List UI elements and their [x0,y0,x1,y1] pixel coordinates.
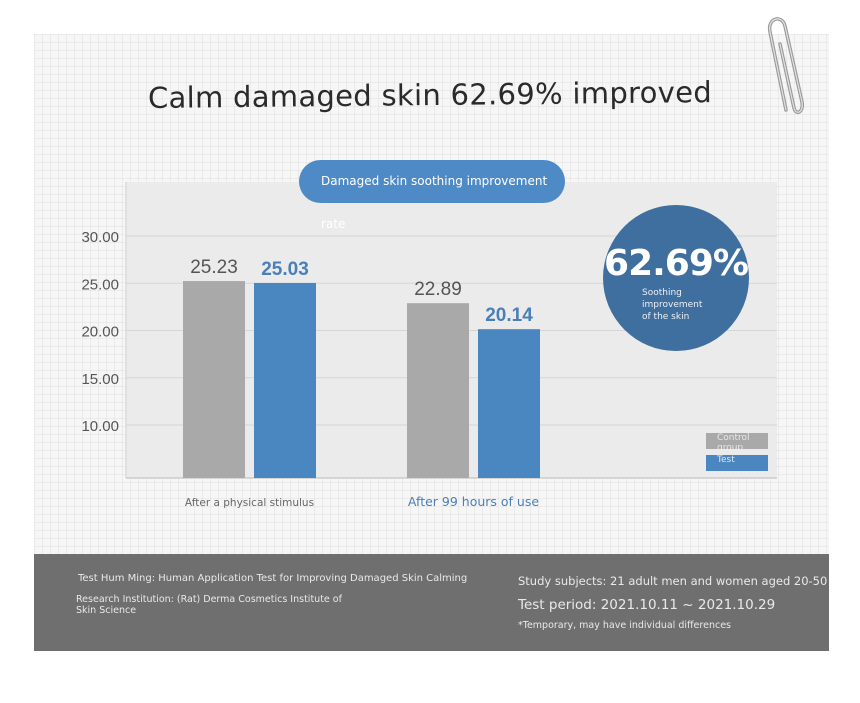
bar-value-label: 25.03 [261,259,309,280]
chart-title-pill: Damaged skin soothing improvement rate [299,160,565,231]
x-category-label: After 99 hours of use [408,494,539,509]
bar-value-label: 25.23 [190,257,238,278]
bar-test [254,282,316,478]
bar-value-label: 20.14 [485,305,533,326]
footer-institution: Research Institution: (Rat) Derma Cosmet… [76,594,342,616]
y-tick-label: 10.00 [81,418,119,435]
paperclip-icon [767,17,805,114]
legend-item-control: Control group [706,433,768,449]
footer-note: *Temporary, may have individual differen… [518,620,731,631]
highlight-circle: 62.69% Soothing improvement of the skin [603,205,749,351]
y-tick-label: 15.00 [81,371,119,388]
legend-item-test: Test [706,455,768,471]
bar-control [183,281,245,478]
footer-subjects: Study subjects: 21 adult men and women a… [518,574,828,588]
footer-test-name: Test Hum Ming: Human Application Test fo… [78,573,468,584]
bar-control [407,303,469,478]
legend: Control group Test [706,433,768,477]
bar-test [478,329,540,478]
y-tick-label: 20.00 [81,324,119,341]
footer: Test Hum Ming: Human Application Test fo… [34,554,829,651]
footer-period: Test period: 2021.10.11 ~ 2021.10.29 [518,597,776,613]
y-tick-label: 25.00 [81,276,119,293]
highlight-caption: Soothing improvement of the skin [642,288,703,322]
y-tick-label: 30.00 [81,229,119,246]
highlight-value: 62.69% [604,243,749,284]
x-category-label: After a physical stimulus [185,497,314,509]
bar-value-label: 22.89 [414,279,462,300]
